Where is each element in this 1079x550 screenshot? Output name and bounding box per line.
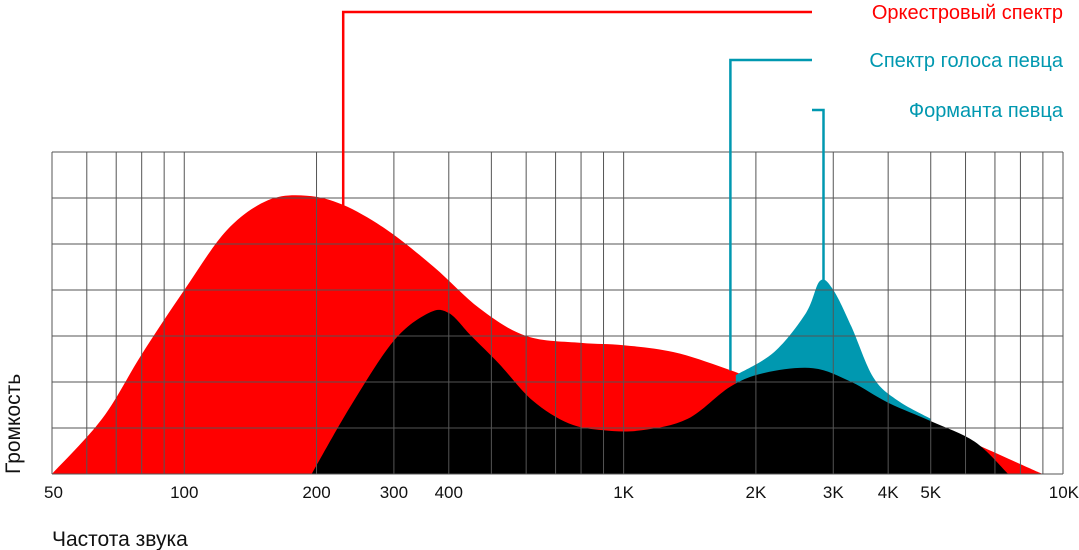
voice-spectrum-area: [311, 309, 1009, 474]
x-tick-label: 3K: [823, 483, 844, 502]
x-tick-label: 400: [435, 483, 463, 502]
y-axis-title: Громкость: [2, 374, 25, 474]
annotation-leader-line: [729, 58, 812, 371]
x-axis-title: Частота звука: [52, 528, 188, 550]
annotation-leader-line: [341, 10, 812, 212]
x-tick-label: 5K: [920, 483, 941, 502]
x-tick-label: 300: [380, 483, 408, 502]
annotation-label: Спектр голоса певца: [869, 50, 1063, 72]
x-tick-label: 1K: [613, 483, 634, 502]
x-tick-label: 200: [302, 483, 330, 502]
x-tick-label: 50: [44, 483, 63, 502]
annotation-label: Оркестровый спектр: [872, 2, 1063, 24]
annotation-leader-line: [812, 108, 825, 284]
annotation-label: Форманта певца: [909, 100, 1064, 122]
x-tick-label: 4K: [878, 483, 899, 502]
x-tick-label: 2K: [745, 483, 766, 502]
x-tick-label: 10K: [1049, 483, 1079, 502]
x-tick-label: 100: [170, 483, 198, 502]
